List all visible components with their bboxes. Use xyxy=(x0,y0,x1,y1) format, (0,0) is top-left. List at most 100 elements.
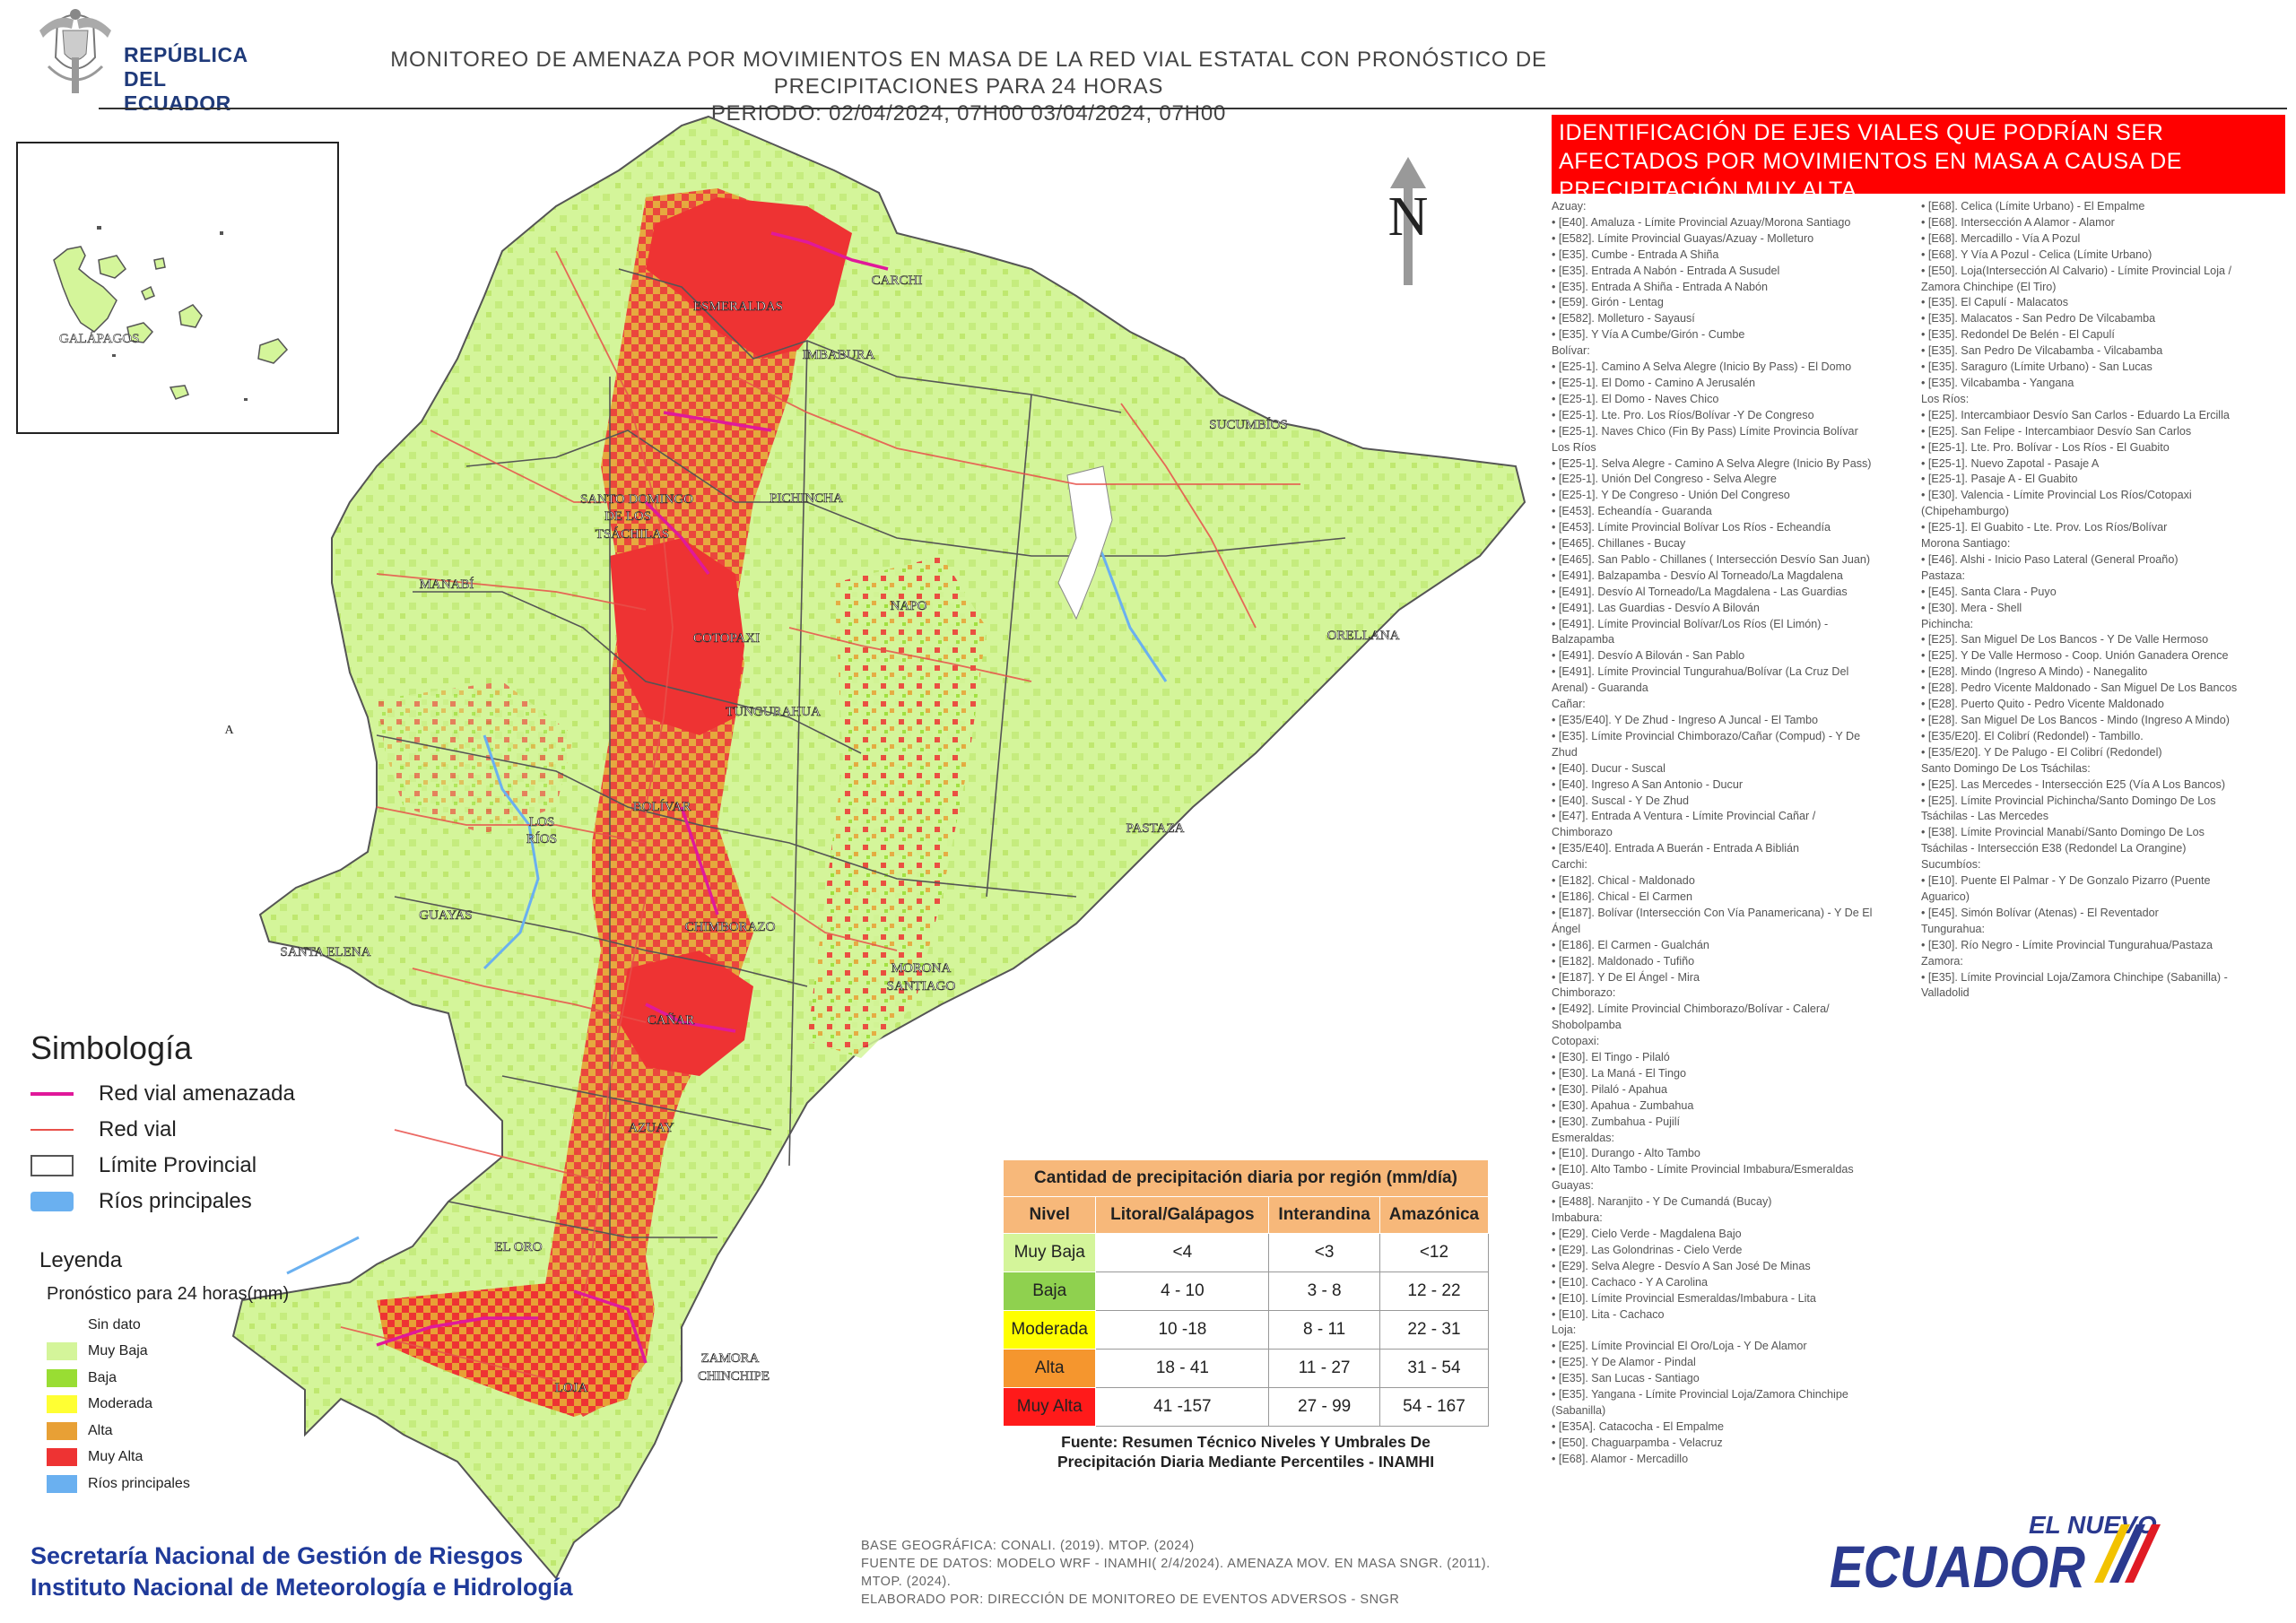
credit-base: BASE GEOGRÁFICA: CONALI. (2019). MTOP. (… xyxy=(861,1539,1195,1553)
label-imbabura: IMBABURA xyxy=(803,348,875,362)
amazon-speckle-zone xyxy=(807,556,987,1058)
coat-of-arms-icon xyxy=(39,9,111,93)
label-bolivar: BOLÍVAR xyxy=(633,799,691,814)
road-list-item: • [E25]. Y De Alamor - Pindal xyxy=(1552,1356,1696,1369)
table-row: Baja 4 - 10 3 - 8 12 - 22 xyxy=(1002,1271,1490,1311)
org-sngr: Secretaría Nacional de Gestión de Riesgo… xyxy=(30,1542,524,1569)
road-list-item: • [E46]. Alshi - Inicio Paso Lateral (Ge… xyxy=(1921,552,2179,566)
road-list-item: • [E29]. Selva Alegre - Desvío A San Jos… xyxy=(1552,1259,1811,1272)
legend: Leyenda Pronóstico para 24 horas(mm) Sin… xyxy=(39,1248,398,1497)
road-list-item: • [E30]. Mera - Shell xyxy=(1921,601,2022,614)
legend-item: Moderada xyxy=(47,1392,398,1419)
level-cell: Moderada xyxy=(1002,1310,1097,1350)
road-list-item: • [E35]. Saraguro (Límite Urbano) - San … xyxy=(1921,360,2152,374)
road-list-item: • [E30]. Río Negro - Límite Provincial T… xyxy=(1921,938,2213,951)
value-cell: 41 -157 xyxy=(1095,1387,1270,1427)
road-list-item: Bolívar: xyxy=(1552,344,1590,358)
logo-line1: REPÚBLICA xyxy=(124,43,248,66)
road-list-item: • [E28]. San Miguel De Los Bancos - Mind… xyxy=(1921,714,2230,726)
label-canar: CAÑAR xyxy=(648,1013,695,1028)
symbol-label: Red vial xyxy=(99,1117,177,1141)
road-list-item: • [E25-1]. Nuevo Zapotal - Pasaje A xyxy=(1921,456,2100,470)
road-list-item: Loja: xyxy=(1552,1324,1577,1337)
value-cell: <12 xyxy=(1378,1233,1490,1272)
table-row: Muy Alta 41 -157 27 - 99 54 - 167 xyxy=(1002,1387,1490,1427)
label-morona-2: SANTIAGO xyxy=(887,979,956,994)
road-network xyxy=(340,250,1300,1382)
legend-swatch xyxy=(47,1316,77,1334)
road-list-item: • [E35]. Malacatos - San Pedro De Vilcab… xyxy=(1921,312,2156,325)
north-label: N xyxy=(1388,187,1429,247)
value-cell: <3 xyxy=(1268,1233,1380,1272)
label-carchi: CARCHI xyxy=(872,273,923,288)
road-list-item: • [E25-1]. Unión Del Congreso - Selva Al… xyxy=(1552,473,1777,486)
road-list-item: • [E35/E40]. Entrada A Buerán - Entrada … xyxy=(1552,842,1800,855)
symbol-label: Límite Provincial xyxy=(99,1153,257,1177)
road-swatch xyxy=(30,1129,74,1131)
el-nuevo-ecuador-logo: EL NUEVO ECUADOR xyxy=(1830,1511,2161,1600)
header-divider xyxy=(99,108,2287,109)
legend-swatch xyxy=(47,1474,77,1493)
threatened-roads xyxy=(376,231,889,1364)
andes-risk-band xyxy=(538,188,834,1417)
road-list-item: • [E35]. Cumbe - Entrada A Shiña xyxy=(1552,247,1719,261)
road-list-item: Arenal) - Guaranda xyxy=(1552,681,1648,695)
legend-swatch xyxy=(47,1395,77,1414)
road-list-item: Pichincha: xyxy=(1921,617,1974,630)
road-list-item: • [E187]. Bolívar (Intersección Con Vía … xyxy=(1552,906,1873,919)
label-orellana: ORELLANA xyxy=(1327,629,1400,643)
road-list-item: Ángel xyxy=(1552,922,1581,935)
credit-elaborated: ELABORADO POR: DIRECCIÓN DE MONITOREO DE… xyxy=(861,1593,1400,1607)
road-list-item: Cotopaxi: xyxy=(1552,1035,1600,1048)
value-cell: 4 - 10 xyxy=(1095,1271,1270,1311)
road-list-item: • [E28]. Pedro Vicente Maldonado - San M… xyxy=(1921,681,2238,695)
coast-speckle-zone xyxy=(377,681,574,834)
legend-label: Moderada xyxy=(88,1396,153,1412)
road-list-item: • [E68]. Intersección A Alamor - Alamor xyxy=(1921,215,2115,229)
road-list-item: • [E186]. El Carmen - Gualchán xyxy=(1552,938,1709,951)
road-list-item: Cañar: xyxy=(1552,698,1586,711)
road-list-item: Sucumbíos: xyxy=(1921,858,1981,872)
road-list-item: • [E25-1]. Lte. Pro. Los Ríos/Bolívar -Y… xyxy=(1552,408,1814,421)
road-list-item: Valladolid xyxy=(1921,986,1970,1000)
road-list-item: • [E30]. Pilaló - Apahua xyxy=(1552,1082,1668,1096)
footer-organizations: Secretaría Nacional de Gestión de Riesgo… xyxy=(30,1541,573,1603)
road-list-item: • [E25-1]. Camino A Selva Alegre (Inicio… xyxy=(1552,360,1852,374)
logo-line2: DEL ECUADOR xyxy=(124,67,231,115)
legend-item: Alta xyxy=(47,1418,398,1445)
label-pichincha: PICHINCHA xyxy=(770,491,843,506)
road-list-item: • [E491]. Desvío Al Torneado/La Magdalen… xyxy=(1552,585,1848,598)
road-list-item: Zamora Chinchipe (El Tiro) xyxy=(1921,280,2057,293)
road-list-item: • [E35]. Límite Provincial Chimborazo/Ca… xyxy=(1552,729,1861,742)
label-el-oro: EL ORO xyxy=(494,1240,542,1254)
road-list-item: • [E491]. Límite Provincial Tungurahua/B… xyxy=(1552,665,1849,679)
road-list-item: • [E465]. San Pablo - Chillanes ( Inters… xyxy=(1552,552,1871,566)
road-list-item: • [E465]. Chillanes - Bucay xyxy=(1552,537,1686,551)
road-list-item: • [E68]. Alamor - Mercadillo xyxy=(1552,1452,1689,1465)
road-list-item: • [E10]. Cachaco - Y A Carolina xyxy=(1552,1275,1709,1289)
col-header: Interandina xyxy=(1268,1196,1380,1234)
road-list-item: • [E25]. Límite Provincial El Oro/Loja -… xyxy=(1552,1340,1807,1353)
road-list-item: Morona Santiago: xyxy=(1921,537,2011,551)
road-list-item: • [E491]. Límite Provincial Bolívar/Los … xyxy=(1552,617,1829,630)
value-cell: 10 -18 xyxy=(1095,1310,1270,1350)
legend-label: Ríos principales xyxy=(88,1475,190,1491)
level-cell: Muy Baja xyxy=(1002,1233,1097,1272)
road-list-item: • [E30]. El Tingo - Pilaló xyxy=(1552,1051,1670,1064)
road-list-item: • [E25-1]. Lte. Pro. Bolívar - Los Ríos … xyxy=(1921,440,2170,454)
road-list-item: • [E491]. Balzapamba - Desvío Al Tornead… xyxy=(1552,568,1843,582)
table-row: Alta 18 - 41 11 - 27 31 - 54 xyxy=(1002,1349,1490,1388)
road-list-item: Aguarico) xyxy=(1921,890,1970,903)
road-list-item: Azuay: xyxy=(1552,200,1587,213)
road-list-item: • [E10]. Límite Provincial Esmeraldas/Im… xyxy=(1552,1291,1816,1305)
label-pastaza: PASTAZA xyxy=(1126,821,1185,836)
label-napo: NAPO xyxy=(891,599,927,613)
province-swatch xyxy=(30,1155,74,1176)
affected-roads-header: IDENTIFICACIÓN DE EJES VIALES QUE PODRÍA… xyxy=(1552,115,2285,203)
symbol-threatened-road: Red vial amenazada xyxy=(30,1076,371,1112)
road-list-item: • [E582]. Molleturo - Sayausí xyxy=(1552,312,1695,325)
level-cell: Baja xyxy=(1002,1271,1097,1311)
road-list-item: Shobolpamba xyxy=(1552,1019,1622,1032)
road-list-item: • [E35]. El Capulí - Malacatos xyxy=(1921,296,2069,309)
label-santa-elena: SANTA ELENA xyxy=(281,945,371,959)
